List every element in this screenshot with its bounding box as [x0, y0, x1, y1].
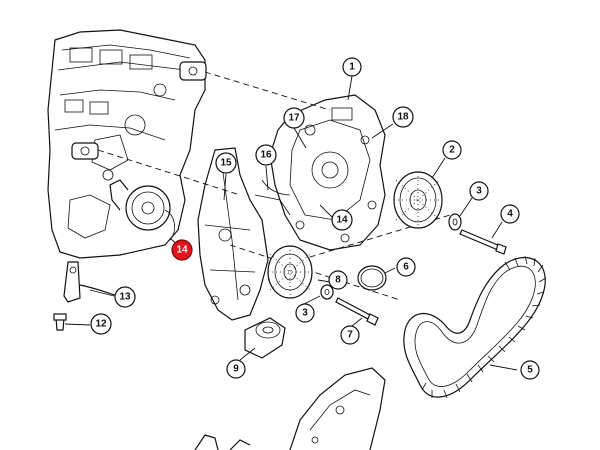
callout-14-highlighted: 14: [171, 239, 193, 261]
belt-tensioner: [244, 317, 286, 359]
callout-1: 1: [342, 57, 362, 77]
timing-belt: [403, 255, 547, 399]
svg-text:2: 2: [449, 145, 455, 156]
svg-text:6: 6: [403, 262, 409, 273]
callout-9: 9: [226, 359, 246, 379]
svg-text:16: 16: [260, 150, 272, 161]
svg-text:4: 4: [507, 209, 513, 220]
callout-3-upper: 3: [469, 181, 489, 201]
camshaft-sprocket: [393, 171, 443, 229]
leader-lines: [64, 75, 518, 371]
svg-text:8: 8: [335, 275, 341, 286]
callout-12: 12: [90, 313, 112, 335]
callout-14: 14: [331, 209, 353, 231]
callout-3-lower: 3: [295, 303, 315, 323]
svg-text:14: 14: [336, 215, 348, 226]
crankshaft-sprocket: [267, 245, 313, 299]
timing-cover: [197, 147, 269, 321]
svg-text:18: 18: [397, 112, 409, 123]
callout-6: 6: [396, 257, 416, 277]
lower-timing-cover: [194, 367, 386, 450]
callout-2: 2: [442, 140, 462, 160]
svg-text:17: 17: [288, 113, 300, 124]
svg-text:12: 12: [95, 319, 107, 330]
callout-18: 18: [392, 106, 414, 128]
svg-text:1: 1: [349, 62, 355, 73]
sensor-assembly: [53, 261, 119, 331]
svg-text:13: 13: [119, 292, 131, 303]
o-ring: [357, 265, 387, 291]
washer-and-bolt-upper: [448, 213, 507, 255]
svg-text:5: 5: [527, 365, 533, 376]
engine-block: [47, 29, 207, 259]
svg-text:7: 7: [347, 330, 353, 341]
svg-text:3: 3: [302, 308, 308, 319]
svg-text:9: 9: [233, 364, 239, 375]
callout-4: 4: [500, 204, 520, 224]
washer-and-bolt-lower: [320, 284, 379, 326]
callout-15: 15: [215, 152, 237, 174]
callout-17: 17: [283, 107, 305, 129]
callout-5: 5: [520, 360, 540, 380]
svg-text:15: 15: [220, 158, 232, 169]
callout-13: 13: [114, 286, 136, 308]
svg-text:3: 3: [476, 186, 482, 197]
svg-text:14: 14: [176, 245, 188, 256]
callout-16: 16: [255, 144, 277, 166]
callout-7: 7: [340, 325, 360, 345]
oil-pump-housing: [254, 94, 386, 251]
callouts: 1 2 3 4 5 6 7 8: [90, 57, 540, 380]
callout-8: 8: [328, 270, 348, 290]
